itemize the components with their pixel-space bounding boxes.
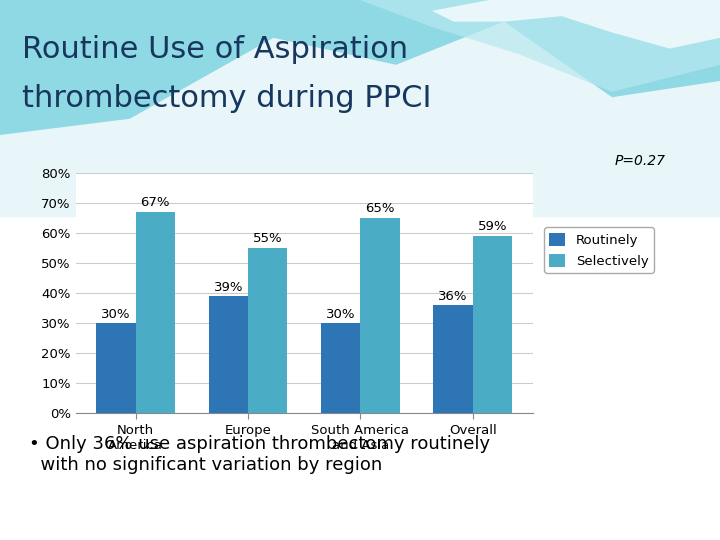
- Polygon shape: [432, 0, 720, 49]
- Polygon shape: [324, 0, 720, 92]
- Polygon shape: [0, 0, 720, 135]
- Text: P=0.27: P=0.27: [615, 153, 666, 167]
- Bar: [473, 236, 512, 413]
- Text: 30%: 30%: [326, 308, 356, 321]
- Text: 59%: 59%: [477, 220, 507, 233]
- Bar: [321, 323, 361, 413]
- Text: thrombectomy during PPCI: thrombectomy during PPCI: [22, 84, 431, 113]
- Text: 39%: 39%: [214, 281, 243, 294]
- Text: 67%: 67%: [140, 197, 170, 210]
- Bar: [96, 323, 135, 413]
- Bar: [361, 218, 400, 413]
- Bar: [248, 248, 287, 413]
- Text: 36%: 36%: [438, 289, 468, 302]
- Bar: [433, 305, 473, 413]
- Bar: [209, 296, 248, 413]
- Legend: Routinely, Selectively: Routinely, Selectively: [544, 227, 654, 273]
- Bar: [0, 0, 720, 216]
- Text: • Only 36% use aspiration thrombectomy routinely
  with no significant variation: • Only 36% use aspiration thrombectomy r…: [29, 435, 490, 474]
- Text: Routine Use of Aspiration: Routine Use of Aspiration: [22, 35, 408, 64]
- Text: 55%: 55%: [253, 233, 282, 246]
- Text: 30%: 30%: [102, 308, 131, 321]
- Bar: [135, 212, 175, 413]
- Text: 65%: 65%: [365, 202, 395, 215]
